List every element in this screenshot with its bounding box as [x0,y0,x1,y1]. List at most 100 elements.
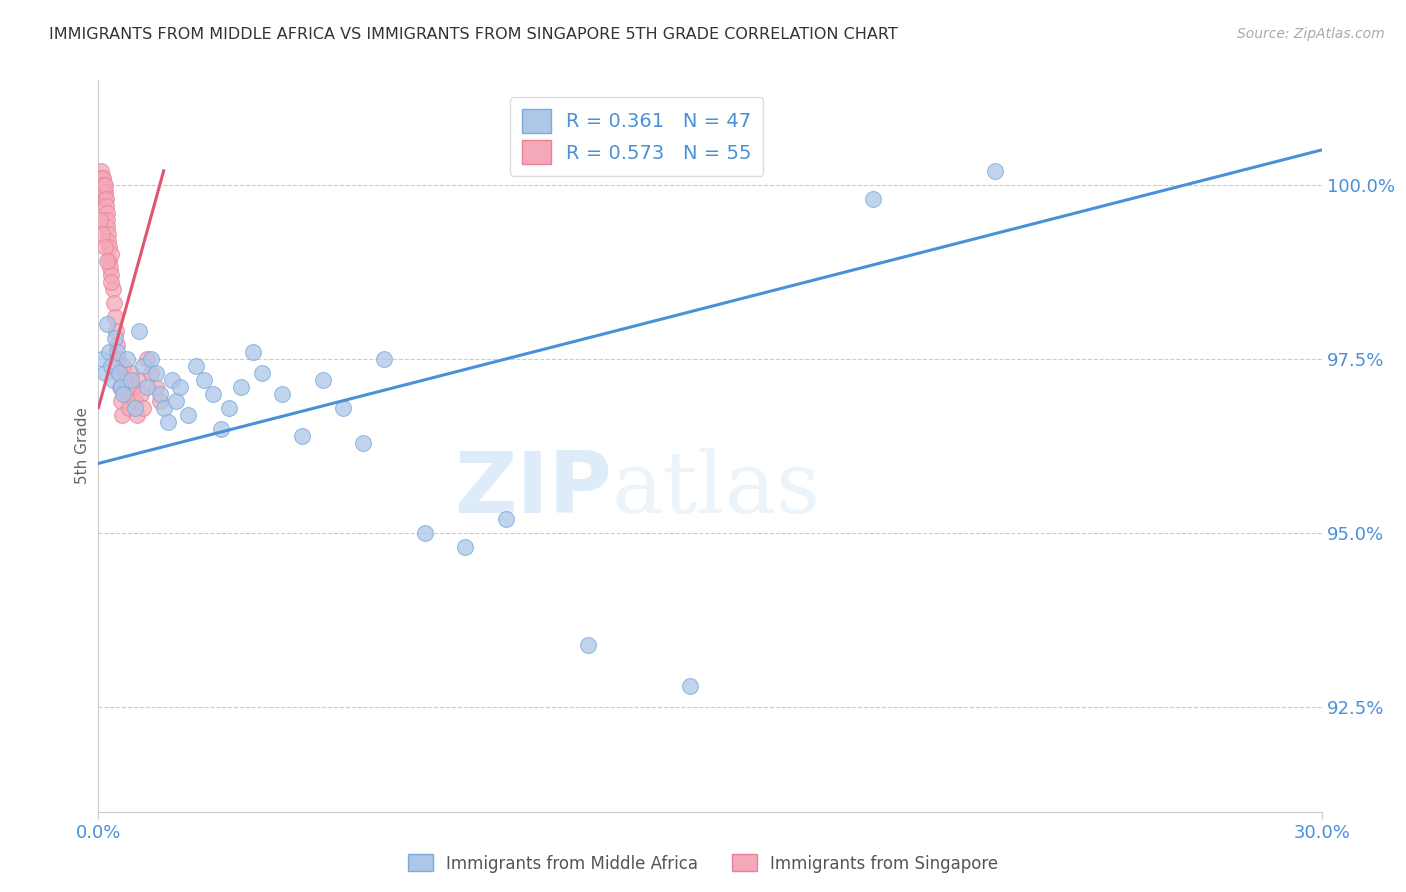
Point [91,170,114,185]
Point [124,401,146,415]
Point [332,401,354,415]
Point [136,380,159,394]
Point [120,366,142,380]
Point [679,679,702,693]
Point [104,310,127,325]
Point [96,205,118,219]
Y-axis label: 5th Grade: 5th Grade [75,408,90,484]
Point [93,366,115,380]
Point [145,380,167,394]
Point [115,386,138,401]
Point [177,408,200,422]
Point [111,386,134,401]
Point [218,401,240,415]
Point [128,324,150,338]
Point [132,359,155,373]
Legend: R = 0.361   N = 47, R = 0.573   N = 55: R = 0.361 N = 47, R = 0.573 N = 55 [510,97,763,176]
Point [101,282,124,296]
Point [193,373,215,387]
Point [94,192,117,206]
Point [122,380,145,394]
Point [96,219,118,234]
Point [495,512,517,526]
Point [141,366,163,380]
Point [352,435,374,450]
Point [186,359,208,373]
Point [100,247,122,261]
Point [108,380,131,394]
Point [111,359,134,373]
Point [231,380,253,394]
Point [98,261,121,276]
Point [96,212,118,227]
Point [270,386,294,401]
Point [107,351,129,366]
Point [576,638,599,652]
Point [984,164,1007,178]
Point [373,351,395,366]
Text: ZIP: ZIP [454,449,612,532]
Point [111,408,134,422]
Point [104,324,127,338]
Point [97,234,120,248]
Point [141,351,163,366]
Point [108,366,131,380]
Point [104,331,127,345]
Point [96,317,118,331]
Text: atlas: atlas [612,449,821,532]
Point [413,526,436,541]
Point [93,240,115,254]
Point [97,240,120,254]
Point [89,170,111,185]
Point [149,386,172,401]
Point [90,164,112,178]
Point [93,178,115,192]
Point [129,386,152,401]
Point [108,366,131,380]
Point [115,351,138,366]
Point [454,540,477,554]
Point [97,345,120,359]
Text: Source: ZipAtlas.com: Source: ZipAtlas.com [1237,27,1385,41]
Point [93,185,115,199]
Point [100,275,122,289]
Point [250,366,273,380]
Point [118,401,141,415]
Point [91,178,114,192]
Point [120,373,142,387]
Point [90,170,112,185]
Point [103,296,125,310]
Point [156,415,179,429]
Point [124,393,146,408]
Point [312,373,335,387]
Point [136,351,159,366]
Point [160,373,183,387]
Point [91,185,114,199]
Point [105,338,128,352]
Point [242,345,264,359]
Point [96,199,118,213]
Point [291,428,314,442]
Point [94,178,117,192]
Point [91,351,114,366]
Point [97,227,120,241]
Point [91,227,114,241]
Point [145,366,167,380]
Point [89,178,111,192]
Point [132,401,155,415]
Point [94,185,117,199]
Point [165,393,187,408]
Point [110,393,132,408]
Point [862,192,884,206]
Point [128,373,150,387]
Point [169,380,191,394]
Legend: Immigrants from Middle Africa, Immigrants from Singapore: Immigrants from Middle Africa, Immigrant… [401,847,1005,880]
Point [201,386,224,401]
Point [89,212,111,227]
Point [209,421,232,435]
Point [101,373,124,387]
Point [110,380,132,394]
Point [114,373,136,387]
Point [100,359,122,373]
Text: IMMIGRANTS FROM MIDDLE AFRICA VS IMMIGRANTS FROM SINGAPORE 5TH GRADE CORRELATION: IMMIGRANTS FROM MIDDLE AFRICA VS IMMIGRA… [49,27,898,42]
